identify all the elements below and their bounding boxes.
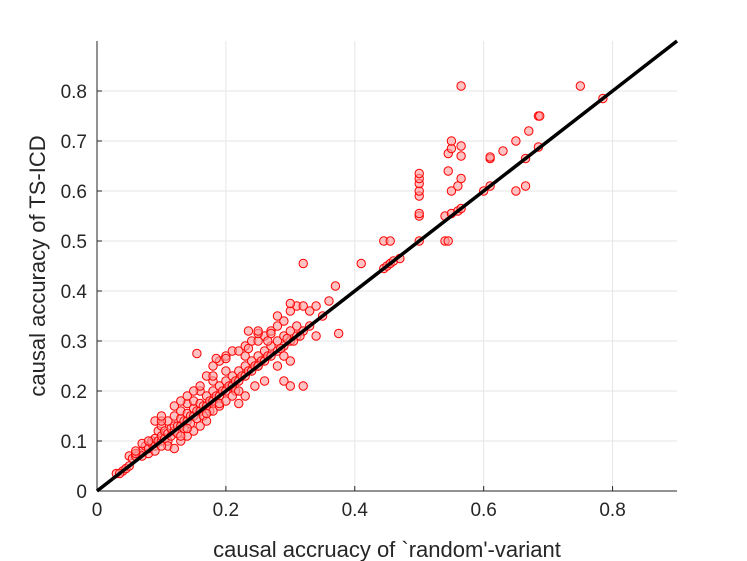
data-point: [259, 376, 270, 386]
data-point: [414, 208, 424, 219]
y-tick-label: 0.8: [61, 82, 87, 103]
data-point: [195, 421, 205, 431]
data-point: [221, 366, 231, 376]
axes: [96, 41, 677, 492]
data-point: [446, 186, 457, 196]
data-point: [234, 346, 244, 356]
data-point: [272, 361, 283, 371]
data-point: [285, 381, 296, 391]
data-point: [156, 411, 167, 421]
data-point: [169, 443, 180, 454]
data-point: [414, 168, 424, 179]
data-point: [182, 391, 192, 401]
data-point: [285, 298, 296, 309]
y-tick-label: 0: [76, 482, 87, 503]
x-tick-label: 0.4: [342, 500, 369, 521]
data-point: [227, 391, 238, 401]
data-point: [498, 146, 508, 156]
data-point: [208, 371, 218, 381]
data-point: [201, 408, 212, 419]
diagonal-line: [95, 39, 679, 493]
data-point: [253, 326, 263, 336]
data-point: [524, 126, 534, 136]
y-tick-label: 0.1: [61, 432, 87, 453]
data-point: [176, 431, 186, 441]
data-point: [311, 331, 321, 341]
data-point: [385, 236, 395, 246]
data-point: [234, 398, 244, 409]
data-point: [234, 386, 244, 396]
data-point: [279, 316, 289, 326]
data-point: [511, 136, 521, 146]
data-point: [520, 181, 531, 191]
data-point: [456, 81, 466, 91]
data-point: [575, 81, 586, 91]
data-point: [221, 353, 231, 364]
reference-line: [95, 39, 679, 493]
data-point: [279, 376, 289, 386]
data-point: [456, 173, 466, 184]
y-tick-label: 0.3: [61, 332, 87, 353]
data-point: [456, 141, 466, 151]
y-tick-label: 0.5: [61, 232, 87, 253]
data-point: [240, 391, 250, 401]
data-point: [298, 301, 308, 311]
data-point: [182, 423, 192, 434]
data-point: [298, 381, 308, 391]
data-point: [263, 336, 273, 346]
data-point: [176, 396, 186, 406]
data-point: [304, 306, 315, 316]
data-point: [221, 396, 231, 406]
data-point: [324, 296, 334, 306]
x-axis-label: causal accruacy of `random'-variant: [213, 537, 561, 561]
y-axis-label: causal accuracy of TS-ICD: [25, 135, 50, 396]
x-tick-label: 0.2: [213, 500, 239, 521]
data-point: [243, 343, 254, 354]
data-point: [443, 236, 453, 246]
data-point: [272, 311, 283, 321]
data-point: [333, 328, 344, 339]
data-point: [535, 111, 545, 121]
x-tick-label: 0.8: [599, 500, 625, 521]
data-point: [292, 321, 302, 331]
data-point: [511, 186, 521, 196]
x-tick-label: 0.6: [470, 500, 496, 521]
y-tick-label: 0.6: [61, 182, 87, 203]
data-point: [456, 151, 466, 161]
data-point: [272, 321, 283, 331]
y-tick-label: 0.4: [61, 282, 88, 303]
y-tick-label: 0.7: [61, 132, 87, 153]
y-tick-label: 0.2: [61, 382, 87, 403]
data-point: [298, 258, 308, 269]
data-point: [356, 258, 366, 269]
data-point: [192, 348, 202, 359]
data-point: [330, 281, 341, 291]
data-point: [143, 436, 154, 446]
data-point: [169, 401, 180, 411]
data-point: [250, 381, 260, 391]
data-point: [285, 356, 296, 366]
data-point: [130, 446, 141, 456]
data-point: [279, 351, 289, 361]
data-point: [311, 301, 321, 311]
data-point: [188, 386, 199, 396]
tick-labels: 0 0.2 0.4 0.6 0.8 0 0.1 0.2 0.3 0.4 0.5 0.6 0.7 0.8: [61, 82, 626, 521]
x-tick-label: 0: [92, 500, 103, 521]
data-point: [485, 152, 495, 162]
data-point: [195, 381, 205, 391]
data-point: [243, 326, 254, 336]
data-point: [211, 353, 221, 364]
data-point: [446, 136, 457, 146]
data-point: [443, 166, 453, 176]
